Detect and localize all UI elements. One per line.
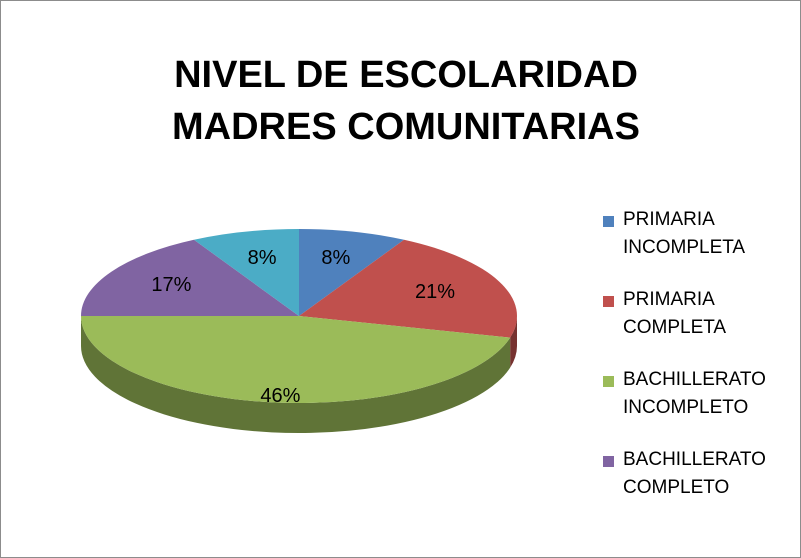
legend-swatch: [603, 296, 614, 307]
legend-item: BACHILLERATO COMPLETO: [603, 446, 783, 526]
data-label: 17%: [151, 274, 191, 296]
data-label: 46%: [260, 385, 300, 407]
data-label: 21%: [415, 281, 455, 303]
legend-swatch: [603, 456, 614, 467]
legend-label: BACHILLERATO INCOMPLETO: [623, 369, 766, 418]
data-label: 8%: [321, 247, 350, 269]
legend-label: PRIMARIA INCOMPLETA: [623, 209, 746, 258]
pie-slice: [299, 239, 517, 338]
pie-slice: [81, 316, 511, 404]
legend-label: PRIMARIA COMPLETA: [623, 289, 727, 338]
legend-item: PRIMARIA INCOMPLETA: [603, 206, 783, 286]
legend-swatch: [603, 376, 614, 387]
pie-slice: [299, 229, 405, 316]
legend-swatch: [603, 216, 614, 227]
pie-slice: [81, 239, 299, 316]
legend-item: BACHILLERATO INCOMPLETO: [603, 366, 783, 446]
legend-label: BACHILLERATO COMPLETO: [623, 449, 766, 498]
chart-title: NIVEL DE ESCOLARIDAD MADRES COMUNITARIAS: [172, 54, 640, 148]
data-label: 8%: [248, 247, 277, 269]
pie-side: [81, 316, 511, 434]
pie-side: [510, 316, 517, 368]
legend: PRIMARIA INCOMPLETA PRIMARIA COMPLETA BACH…: [603, 206, 783, 526]
legend-item: PRIMARIA COMPLETA: [603, 286, 783, 366]
pie-slice: [193, 229, 299, 316]
